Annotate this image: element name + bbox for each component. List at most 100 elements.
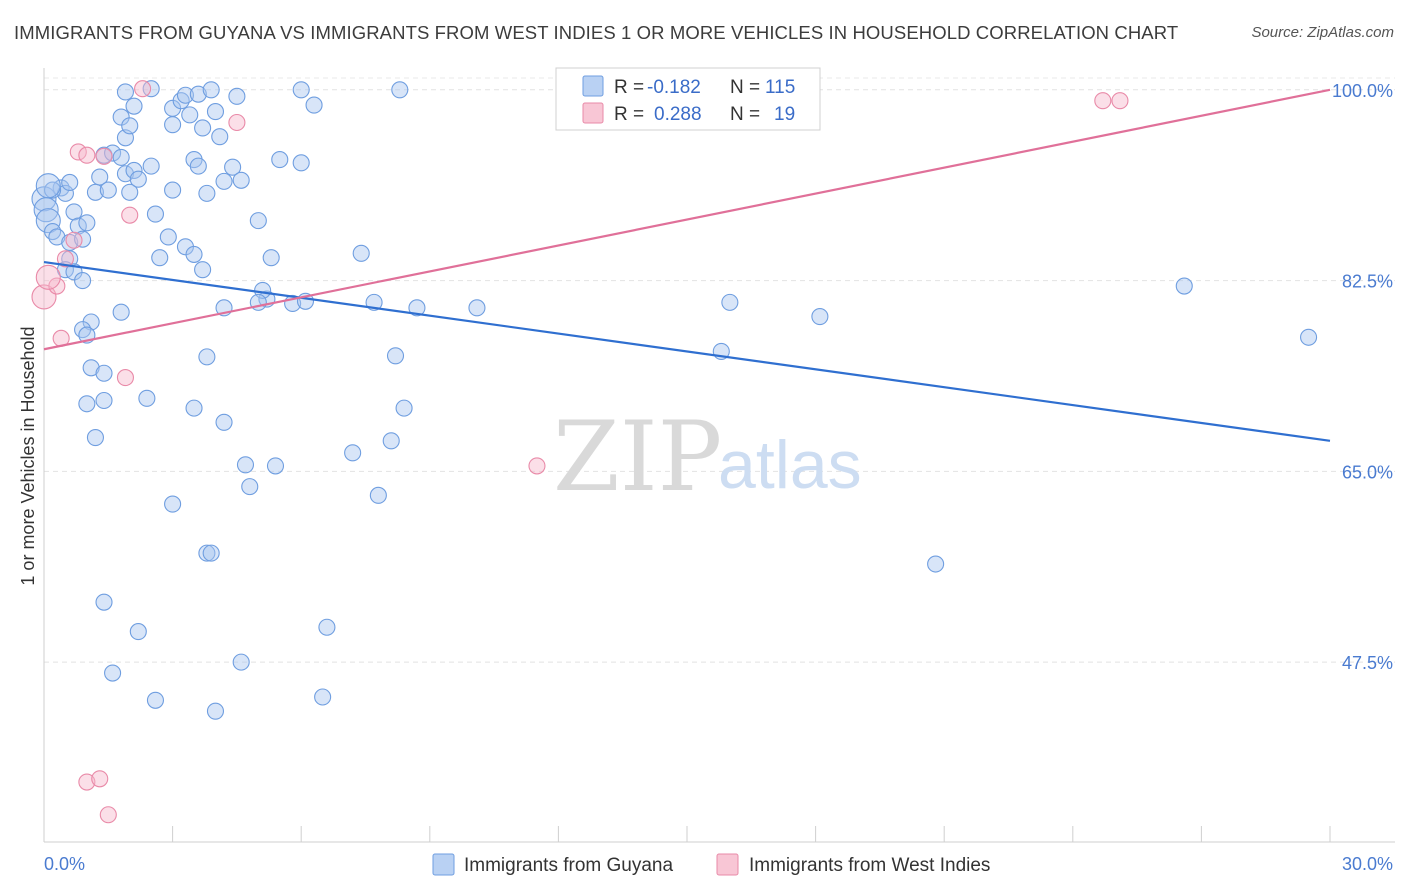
point-guyana-48	[224, 158, 242, 176]
legend-r-value-westindies: 0.288	[654, 104, 702, 125]
point-guyana-101	[104, 664, 122, 682]
point-westindies-13	[78, 773, 96, 791]
point-guyana-64	[292, 154, 310, 172]
point-guyana-59	[194, 261, 212, 279]
point-guyana-33	[121, 117, 139, 135]
point-guyana-108	[721, 293, 739, 311]
point-guyana-110	[927, 555, 945, 573]
point-guyana-90	[241, 478, 259, 496]
point-guyana-75	[112, 303, 130, 321]
point-guyana-91	[344, 444, 362, 462]
point-guyana-44	[206, 103, 225, 121]
point-guyana-45	[202, 81, 220, 99]
point-guyana-88	[236, 456, 255, 474]
point-guyana-112	[1300, 328, 1318, 346]
legend-n-label-guyana: N =	[730, 77, 760, 98]
point-guyana-22	[99, 181, 117, 199]
point-guyana-69	[292, 81, 310, 99]
y-axis-label: 1 or more Vehicles in Household	[18, 326, 38, 585]
point-guyana-42	[164, 116, 182, 134]
point-guyana-27	[125, 161, 143, 180]
point-westindies-3	[65, 231, 83, 249]
point-guyana-113	[468, 299, 486, 317]
point-guyana-82	[138, 389, 156, 407]
point-guyana-26	[121, 183, 139, 201]
point-guyana-72	[352, 244, 370, 262]
point-guyana-61	[249, 212, 267, 230]
legend-swatch-guyana	[582, 75, 604, 97]
point-guyana-40	[189, 85, 207, 103]
legend-r-label-westindies: R =	[614, 104, 644, 125]
point-westindies-4	[69, 143, 87, 161]
point-guyana-29	[146, 205, 165, 223]
point-guyana-93	[395, 399, 413, 417]
legend-r-label-guyana: R =	[614, 77, 644, 98]
point-guyana-30	[129, 170, 147, 188]
point-guyana-4	[48, 228, 66, 246]
point-guyana-17	[74, 230, 92, 248]
stats-legend: R = -0.182 N = 115 R = 0.288 N = 19	[555, 67, 821, 131]
point-westindies-8	[134, 80, 152, 98]
legend-n-value-guyana: 115	[765, 77, 795, 98]
point-westindies-16	[1094, 92, 1112, 110]
trend-lines	[43, 88, 1331, 442]
point-guyana-109	[811, 308, 829, 326]
point-guyana-97	[198, 544, 216, 562]
watermark: ZIP atlas	[553, 401, 862, 513]
y-tick-label-3: 47.5%	[1342, 653, 1393, 673]
point-guyana-83	[95, 391, 113, 410]
x-tick-label-end: 30.0%	[1342, 854, 1393, 874]
trend-line-westindies	[43, 88, 1331, 351]
point-westindies-12	[528, 457, 546, 475]
point-guyana-104	[146, 691, 165, 709]
gridlines	[44, 77, 1395, 663]
point-guyana-25	[116, 165, 134, 183]
point-westindies-2	[56, 250, 74, 268]
point-guyana-21	[91, 168, 109, 186]
point-guyana-106	[314, 688, 332, 706]
point-westindies-17	[1111, 92, 1129, 110]
source-credit: Source: ZipAtlas.com	[1251, 24, 1394, 41]
point-westindies-18	[35, 264, 61, 290]
point-guyana-58	[185, 245, 203, 263]
x-tick-labels: 0.0% 30.0%	[44, 854, 1393, 874]
y-tick-label-0: 100.0%	[1332, 81, 1393, 101]
point-guyana-28	[142, 157, 160, 175]
point-guyana-36	[142, 80, 160, 98]
series-legend-label-westindies: Immigrants from West Indies	[749, 855, 990, 876]
point-guyana-94	[369, 486, 387, 504]
point-westindies-11	[116, 369, 134, 387]
point-guyana-24	[112, 148, 130, 166]
series-legend-swatch-guyana	[432, 853, 455, 876]
point-guyana-63	[271, 151, 289, 169]
point-guyana-35	[116, 83, 134, 101]
chart-title: IMMIGRANTS FROM GUYANA VS IMMIGRANTS FRO…	[14, 22, 1179, 43]
point-guyana-95	[386, 347, 405, 365]
y-tick-label-2: 65.0%	[1342, 462, 1393, 482]
point-guyana-15	[74, 272, 92, 290]
point-guyana-47	[228, 87, 246, 105]
series-legend: Immigrants from Guyana Immigrants from W…	[432, 853, 990, 876]
scatter-points	[31, 80, 1318, 824]
point-guyana-80	[82, 359, 100, 377]
point-guyana-96	[164, 495, 182, 513]
point-guyana-18	[78, 214, 96, 232]
point-westindies-15	[99, 806, 117, 824]
point-guyana-43	[194, 119, 212, 137]
point-westindies-5	[78, 146, 96, 164]
point-guyana-49	[232, 171, 250, 189]
point-guyana-41	[181, 106, 199, 124]
point-guyana-99	[95, 593, 113, 611]
watermark-atlas: atlas	[718, 427, 862, 503]
point-guyana-111	[1175, 277, 1193, 295]
point-guyana-55	[151, 249, 169, 267]
point-guyana-105	[206, 702, 225, 720]
point-guyana-87	[215, 413, 233, 431]
point-westindies-6	[95, 147, 113, 165]
legend-n-label-westindies: N =	[730, 104, 760, 125]
point-guyana-70	[305, 96, 323, 114]
point-guyana-34	[125, 97, 143, 115]
y-tick-label-1: 82.5%	[1342, 272, 1393, 292]
series-legend-swatch-westindies	[716, 853, 739, 876]
